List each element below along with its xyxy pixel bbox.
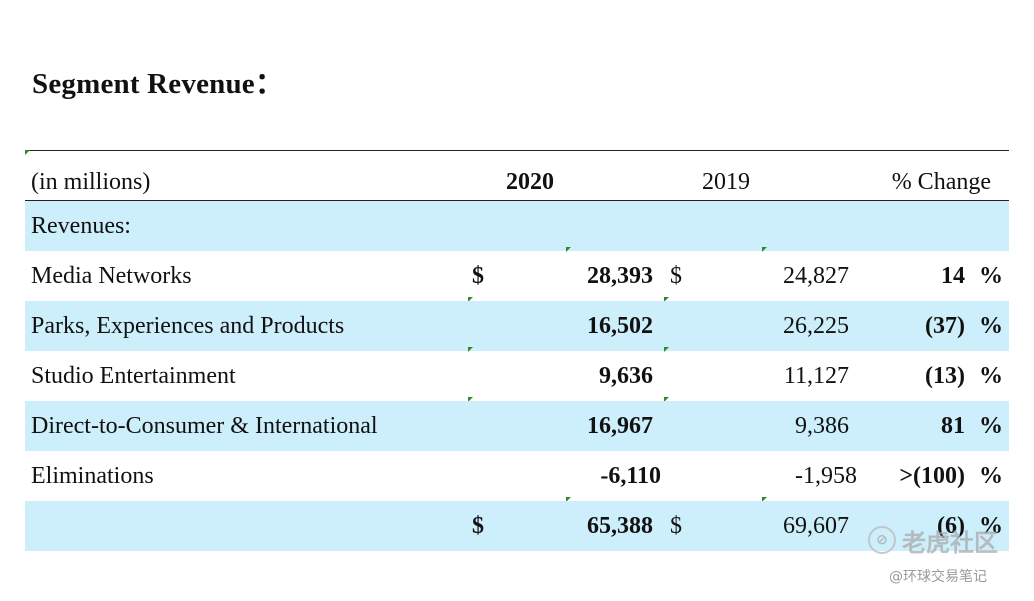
value-2020: -6,110	[600, 463, 661, 489]
value-2020: 9,636	[599, 363, 653, 389]
value-2019: 11,127	[783, 363, 849, 389]
value-2019: -1,958	[795, 463, 857, 489]
table-row: Direct-to-Consumer & International 16,96…	[25, 401, 1009, 451]
percent-sign: %	[979, 463, 1003, 489]
percent-sign: %	[979, 313, 1003, 339]
section-row: Revenues:	[25, 201, 1009, 252]
cell-marker	[566, 247, 571, 252]
cell-marker	[25, 150, 30, 155]
percent-change: >(100)	[899, 463, 965, 489]
cell-marker	[664, 297, 669, 302]
percent-change: (37)	[925, 313, 965, 339]
section-label: Revenues:	[31, 213, 131, 239]
row-label: Direct-to-Consumer & International	[31, 413, 378, 439]
table-row: Studio Entertainment 9,636 11,127 (13) %	[25, 351, 1009, 402]
segment-revenue-table: (in millions) 2020 2019 % Change Revenue…	[25, 150, 1009, 551]
percent-change: 14	[941, 263, 965, 289]
cell-marker	[468, 297, 473, 302]
table-row: Parks, Experiences and Products 16,502 2…	[25, 301, 1009, 352]
header-year-2019: 2019	[702, 169, 750, 195]
table-top-rule	[25, 150, 1009, 151]
cell-marker	[664, 347, 669, 352]
tiger-logo-icon: ⊘	[868, 526, 896, 554]
percent-sign: %	[979, 363, 1003, 389]
watermark-logo: ⊘ 老虎社区	[868, 522, 1018, 558]
total-row: $ 65,388 $ 69,607 (6) %	[25, 501, 1009, 551]
currency-2020: $	[472, 263, 484, 289]
row-label: Studio Entertainment	[31, 363, 236, 389]
percent-sign: %	[979, 513, 1003, 539]
value-2020: 16,967	[587, 413, 653, 439]
row-label: Media Networks	[31, 263, 192, 289]
row-label: Parks, Experiences and Products	[31, 313, 345, 339]
value-2020: 28,393	[587, 263, 653, 289]
value-2019: 24,827	[783, 263, 849, 289]
cell-marker	[566, 497, 571, 502]
cell-marker	[468, 397, 473, 402]
watermark-handle: @环球交易笔记	[889, 569, 987, 585]
cell-marker	[468, 347, 473, 352]
currency-2019: $	[670, 513, 682, 539]
percent-change: (13)	[925, 363, 965, 389]
currency-2019: $	[670, 263, 682, 289]
percent-sign: %	[979, 263, 1003, 289]
header-year-2020: 2020	[506, 169, 554, 195]
percent-change: 81	[941, 413, 965, 439]
table-row: Media Networks $ 28,393 $ 24,827 14 %	[25, 251, 1009, 302]
page-title: Segment Revenue：	[32, 68, 285, 100]
header-percent-change: % Change	[891, 169, 991, 195]
table-row: Eliminations -6,110 -1,958 >(100) %	[25, 451, 1009, 502]
header-units-label: (in millions)	[31, 169, 151, 195]
total-value-2020: 65,388	[587, 513, 653, 539]
cell-marker	[664, 397, 669, 402]
total-percent-change: (6)	[937, 513, 965, 539]
value-2019: 26,225	[783, 313, 849, 339]
cell-marker	[762, 497, 767, 502]
row-label: Eliminations	[31, 463, 154, 489]
watermark-logo-text: 老虎社区	[902, 528, 998, 557]
percent-sign: %	[979, 413, 1003, 439]
total-value-2019: 69,607	[783, 513, 849, 539]
currency-2020: $	[472, 513, 484, 539]
cell-marker	[762, 247, 767, 252]
value-2019: 9,386	[795, 413, 849, 439]
value-2020: 16,502	[587, 313, 653, 339]
table-header-row: (in millions) 2020 2019 % Change	[25, 151, 1009, 201]
